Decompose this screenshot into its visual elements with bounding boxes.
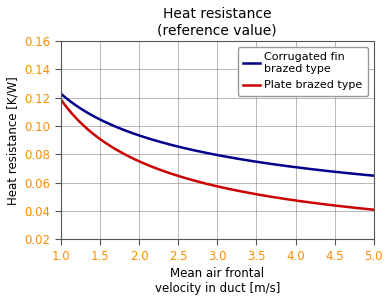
Title: Heat resistance
(reference value): Heat resistance (reference value): [158, 7, 277, 37]
Legend: Corrugated fin
brazed type, Plate brazed type: Corrugated fin brazed type, Plate brazed…: [238, 47, 368, 96]
Y-axis label: Heat resistance [K/W]: Heat resistance [K/W]: [7, 76, 20, 205]
X-axis label: Mean air frontal
velocity in duct [m/s]: Mean air frontal velocity in duct [m/s]: [154, 267, 280, 295]
